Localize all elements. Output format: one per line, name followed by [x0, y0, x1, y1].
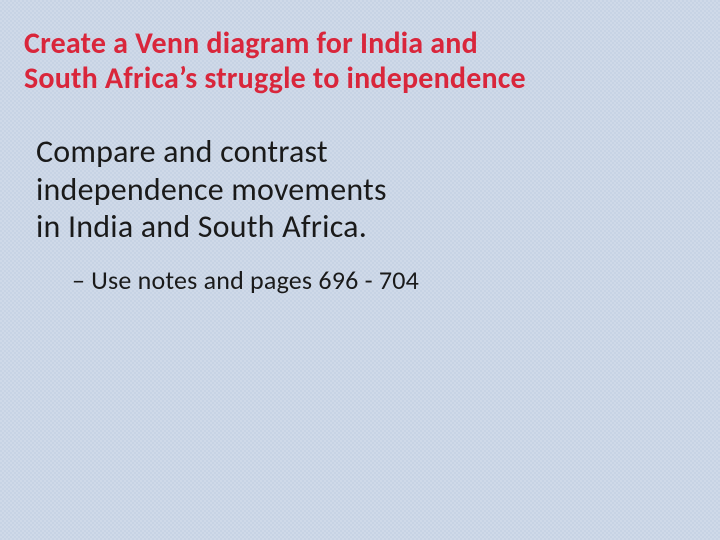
slide-content: Create a Venn diagram for India and Sout…	[0, 0, 720, 540]
title-line-2: South Africa’s struggle to independence	[24, 61, 696, 96]
body-line-3: in India and South Africa.	[36, 208, 696, 246]
slide-sub-bullet: –Use notes and pages 696 - 704	[24, 264, 696, 296]
sub-bullet-text: Use notes and pages 696 - 704	[91, 264, 419, 296]
slide-body: Compare and contrast independence moveme…	[24, 133, 696, 246]
title-line-1: Create a Venn diagram for India and	[24, 26, 696, 61]
body-line-2: independence movements	[36, 171, 696, 209]
slide: Create a Venn diagram for India and Sout…	[0, 0, 720, 540]
slide-title: Create a Venn diagram for India and Sout…	[24, 26, 696, 97]
body-line-1: Compare and contrast	[36, 133, 696, 171]
dash-icon: –	[72, 264, 85, 296]
